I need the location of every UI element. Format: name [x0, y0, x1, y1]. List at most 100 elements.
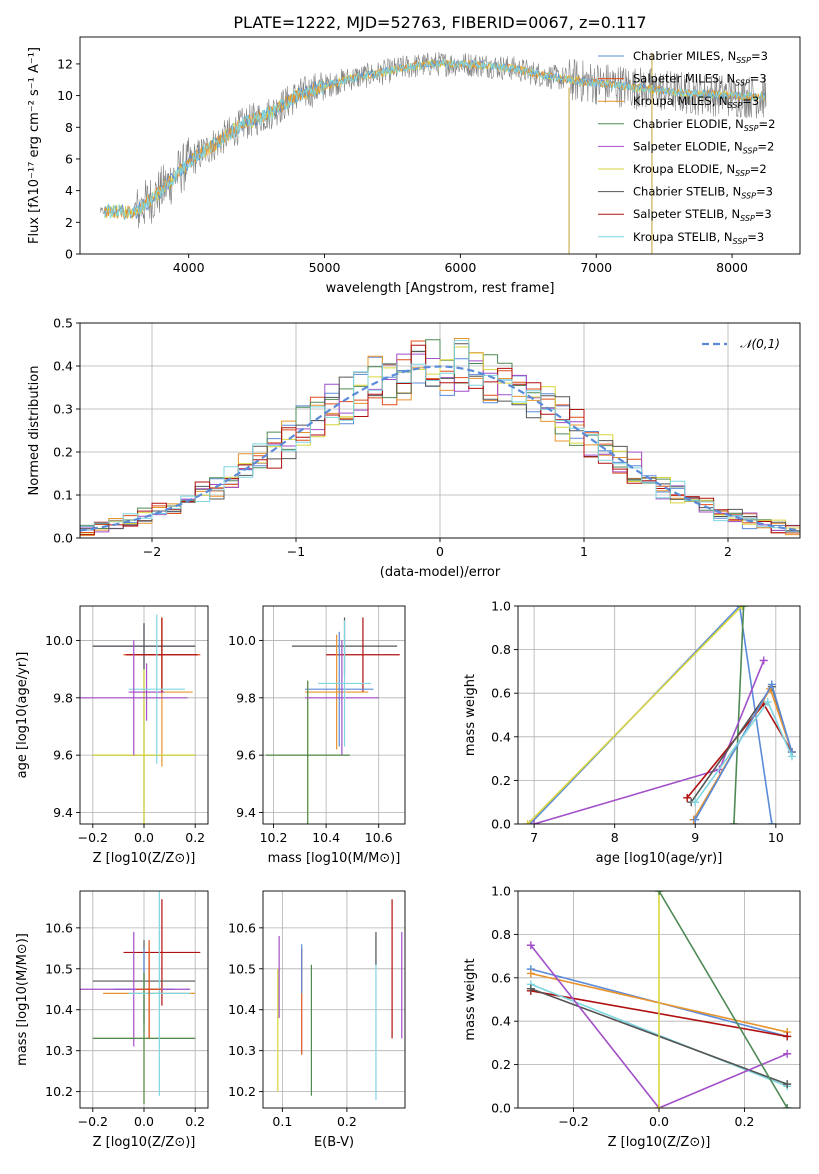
- y-tick-label: 10.2: [45, 1084, 73, 1099]
- age-vs-metallicity-panel: −0.2 0.0 0.2 9.4 9.6 9.8 10.0 Z [log10(Z/Z⊙)] ag…: [15, 605, 209, 866]
- plot-area: [526, 891, 792, 1108]
- weight-line-salpeter_elodie: [530, 944, 788, 1108]
- y-tick-label: 10: [57, 88, 73, 103]
- legend-label: Salpeter MILES, NSSP=3: [633, 72, 767, 88]
- axes-frame: [262, 605, 406, 825]
- y-axis-label: mass weight: [463, 674, 478, 756]
- mass-vs-ebv-panel: 0.1 0.2 10.2 10.3 10.4 10.5 10.6 E(B-V): [228, 890, 406, 1150]
- axes-frame: [79, 890, 209, 1109]
- x-tick-label: 9: [691, 830, 699, 845]
- plot-area: [80, 891, 201, 1104]
- x-axis-label: age [log10(age/yr)]: [596, 851, 723, 866]
- y-axis-label: mass weight: [463, 958, 478, 1040]
- y-tick-label: 6: [65, 151, 73, 166]
- y-tick-label: 9.6: [53, 748, 73, 763]
- legend-label: Chabrier STELIB, NSSP=3: [633, 185, 773, 201]
- weight-line-kroupa_miles: [692, 686, 793, 821]
- y-tick-label: 10.0: [228, 633, 256, 648]
- gaussian-curve: [80, 365, 800, 532]
- weight-marker: [783, 1032, 792, 1041]
- weight-vs-age-panel: 7 8 9 10 0.0 0.2 0.4 0.6 0.8 1.0 age [log10(age/yr…: [463, 599, 801, 866]
- x-tick-label: 0.0: [649, 1114, 669, 1129]
- plot-area: [80, 338, 800, 538]
- x-axis-label: E(B-V): [314, 1135, 354, 1150]
- axes-frame: [79, 36, 801, 255]
- y-tick-label: 12: [57, 56, 73, 71]
- axes-frame: [79, 605, 209, 825]
- y-tick-label: 10.3: [45, 1043, 73, 1058]
- x-tick-label: 0.0: [134, 830, 154, 845]
- y-tick-label: 10.6: [228, 920, 256, 935]
- y-tick-label: 0.4: [491, 729, 511, 744]
- x-axis-label: mass [log10(M/M⊙)]: [268, 851, 401, 866]
- x-tick-label: 10.2: [260, 830, 288, 845]
- x-tick-label: 0.1: [272, 1114, 292, 1129]
- axes-frame: [517, 605, 801, 825]
- x-tick-label: 5000: [309, 260, 341, 275]
- weight-marker: [767, 820, 776, 824]
- y-tick-label: 0.4: [491, 1014, 511, 1029]
- axes-frame: [262, 890, 406, 1109]
- legend: Chabrier MILES, NSSP=3 Salpeter MILES, NS…: [598, 49, 775, 246]
- y-tick-label: 10.2: [228, 1084, 256, 1099]
- figure-title: PLATE=1222, MJD=52763, FIBERID=0067, z=0…: [233, 13, 646, 32]
- y-tick-label: 9.4: [236, 805, 256, 820]
- x-tick-label: 7: [530, 830, 538, 845]
- axes-frame: [517, 890, 801, 1109]
- x-axis-label: (data-model)/error: [380, 565, 501, 580]
- weight-marker: [729, 820, 738, 824]
- y-tick-label: 0.4: [53, 359, 73, 374]
- y-tick-label: 0.8: [491, 642, 511, 657]
- weight-marker: [767, 680, 776, 689]
- weight-marker: [655, 891, 663, 895]
- y-tick-label: 1.0: [491, 599, 511, 614]
- x-axis-label: Z [log10(Z/Z⊙)]: [608, 1135, 711, 1150]
- legend-label: 𝒩(0,1): [740, 337, 780, 351]
- x-tick-label: −2: [143, 544, 161, 559]
- weight-marker: [526, 941, 535, 950]
- weight-marker: [655, 1104, 663, 1108]
- x-tick-label: 10.6: [365, 830, 393, 845]
- x-tick-label: −0.2: [78, 1114, 108, 1129]
- y-tick-label: 1.0: [491, 884, 511, 899]
- y-tick-label: 10.0: [45, 633, 73, 648]
- y-tick-label: 10.5: [228, 961, 256, 976]
- x-axis-label: Z [log10(Z/Z⊙)]: [93, 851, 196, 866]
- x-tick-label: −0.2: [78, 830, 108, 845]
- x-tick-label: 0.2: [337, 1114, 357, 1129]
- x-tick-label: 10: [768, 830, 784, 845]
- x-tick-label: 0.2: [735, 1114, 755, 1129]
- x-tick-label: 7000: [580, 260, 612, 275]
- grid: [263, 891, 405, 1108]
- y-tick-label: 0.2: [491, 773, 511, 788]
- weight-marker: [530, 820, 539, 824]
- weight-marker: [526, 984, 535, 993]
- y-tick-label: 0.2: [53, 445, 73, 460]
- y-axis-label: Flux [fλ10⁻¹⁷ erg cm⁻² s⁻¹ A⁻¹]: [27, 47, 42, 244]
- legend-label: Chabrier ELODIE, NSSP=2: [633, 117, 775, 133]
- y-tick-label: 4: [65, 183, 73, 198]
- weight-marker: [737, 606, 746, 610]
- weight-line-chabrier_miles: [694, 682, 793, 820]
- y-tick-label: 0.2: [491, 1057, 511, 1072]
- y-tick-label: 9.4: [53, 805, 73, 820]
- y-tick-label: 9.8: [53, 690, 73, 705]
- grid: [263, 606, 405, 824]
- y-tick-label: 0.1: [53, 488, 73, 503]
- age-vs-mass-panel: 10.2 10.4 10.6 9.4 9.6 9.8 10.0 mass [log10(M/M…: [228, 605, 406, 866]
- x-tick-label: 0.2: [185, 830, 205, 845]
- weight-marker: [783, 1080, 792, 1089]
- x-tick-label: 2: [724, 544, 732, 559]
- y-tick-label: 10.5: [45, 961, 73, 976]
- mass-vs-metallicity-panel: −0.2 0.0 0.2 10.2 10.3 10.4 10.5 10.6 Z [log10(Z…: [15, 890, 209, 1150]
- y-tick-label: 9.8: [236, 690, 256, 705]
- y-tick-label: 9.6: [236, 748, 256, 763]
- x-tick-label: 0.0: [134, 1114, 154, 1129]
- y-tick-label: 0.6: [491, 686, 511, 701]
- weight-marker: [783, 1104, 792, 1108]
- spectrum-panel: 4000 5000 6000 7000 8000 0 2 4 6 8 10 12 wavelength …: [27, 36, 801, 296]
- y-tick-label: 0: [65, 247, 73, 262]
- x-tick-label: 1: [580, 544, 588, 559]
- legend-label: Chabrier MILES, NSSP=3: [633, 49, 768, 65]
